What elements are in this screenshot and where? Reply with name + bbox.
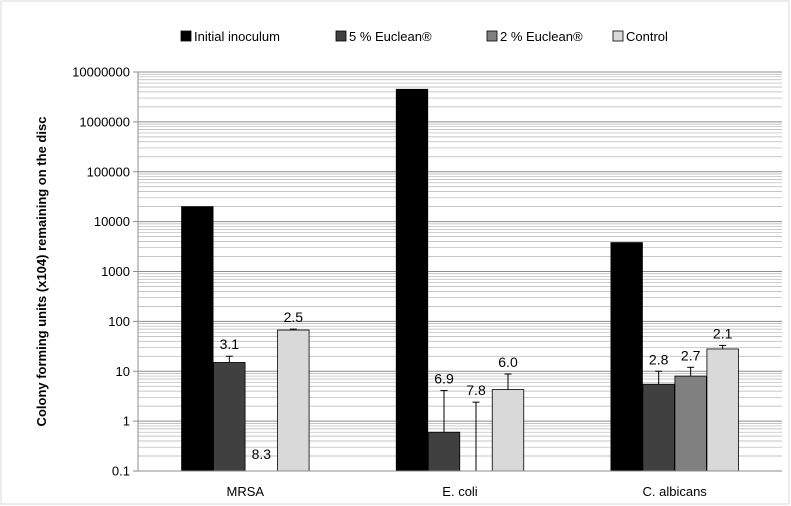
data-label: 7.8 — [466, 382, 486, 398]
bar — [491, 389, 525, 472]
bar — [395, 88, 429, 472]
category-label: E. coli — [442, 484, 478, 499]
legend-swatch — [486, 30, 498, 42]
y-axis-ticks: 0.1 1 10 100 1000 10000 100000 1000000 10000000 — [72, 65, 138, 479]
data-label: 6.0 — [498, 354, 518, 370]
y-tick-label: 1000 — [101, 264, 130, 279]
y-tick-label: 10 — [116, 364, 130, 379]
legend-label: Control — [626, 29, 668, 44]
legend-label: 2 % Euclean® — [500, 29, 583, 44]
bar — [642, 383, 675, 472]
legend-swatch — [180, 30, 192, 42]
legend-swatch — [612, 30, 624, 42]
y-tick-label: 0.1 — [112, 464, 130, 479]
y-tick-label: 100 — [108, 314, 130, 329]
legend-label: Initial inoculum — [194, 29, 280, 44]
y-tick-label: 1000000 — [79, 114, 130, 129]
data-label: 3.1 — [220, 336, 240, 352]
bar — [674, 375, 707, 472]
y-tick-label: 10000000 — [72, 65, 130, 80]
data-label: 2.7 — [681, 347, 701, 363]
y-tick-label: 10000 — [94, 214, 130, 229]
y-tick-label: 1 — [123, 414, 130, 429]
data-label: 2.8 — [649, 351, 669, 367]
data-label: 2.5 — [284, 309, 304, 325]
data-label: 6.9 — [434, 371, 454, 387]
legend: Initial inoculum 5 % Euclean® 2 % Euclean®… — [180, 29, 668, 44]
category-label: MRSA — [227, 484, 265, 499]
y-tick-label: 100000 — [87, 164, 130, 179]
y-axis-label: Colony forming units (x104) remaining on… — [34, 117, 49, 427]
legend-label: 5 % Euclean® — [349, 29, 432, 44]
error-bars — [225, 328, 727, 471]
bar — [181, 206, 214, 472]
data-label: 8.3 — [252, 446, 272, 462]
bar — [706, 348, 739, 472]
legend-swatch — [335, 30, 347, 42]
bar — [610, 242, 643, 472]
bar — [277, 329, 310, 472]
data-labels: 3.1 8.3 2.5 6.9 7.8 6.0 2.8 2.7 2.1 — [220, 309, 733, 462]
bar — [427, 431, 461, 472]
data-label: 2.1 — [713, 325, 733, 341]
bar — [213, 362, 246, 472]
x-axis-categories: MRSA E. coli C. albicans — [227, 484, 708, 499]
category-label: C. albicans — [643, 484, 708, 499]
bars — [181, 88, 739, 472]
